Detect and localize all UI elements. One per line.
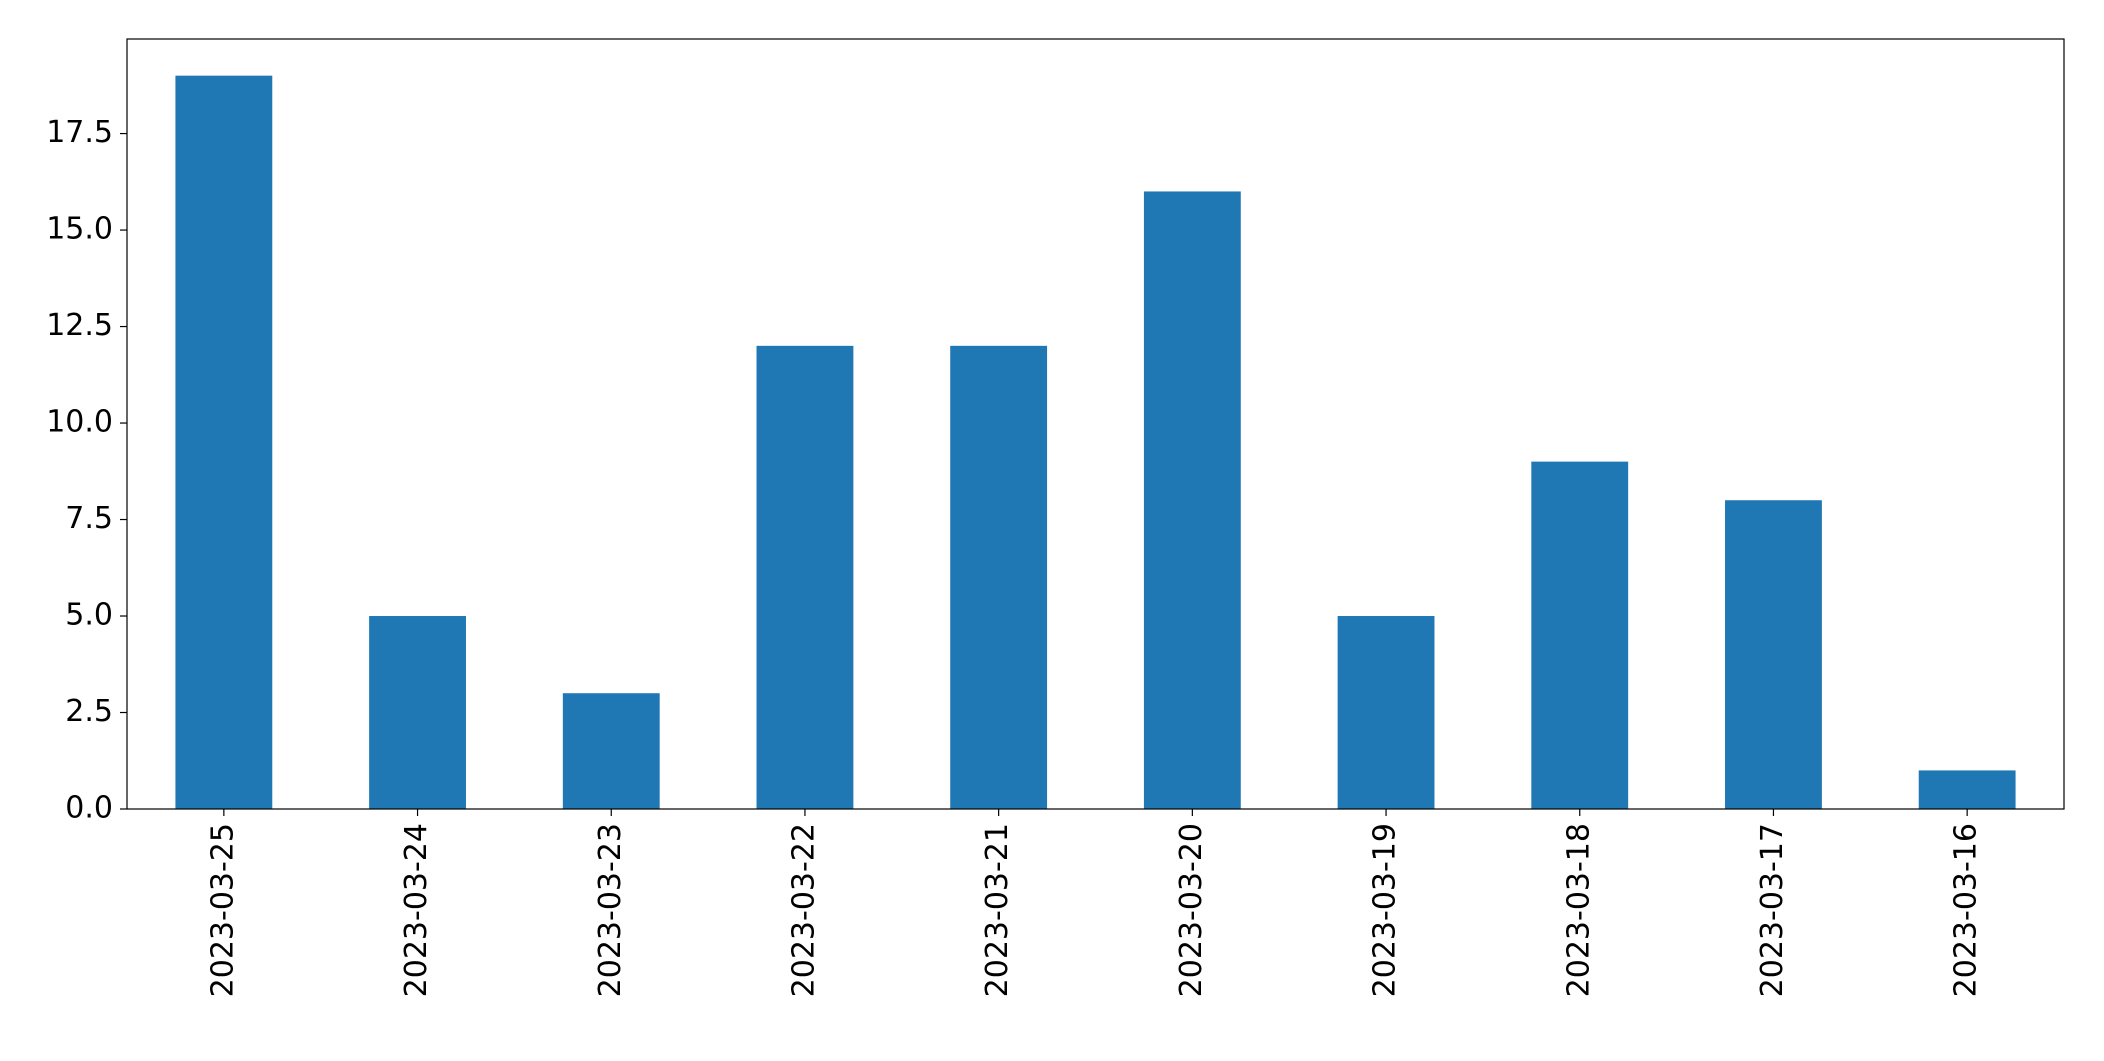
bar [369,616,466,809]
x-tick-label: 2023-03-23 [593,823,628,997]
x-tick-label: 2023-03-16 [1949,823,1984,997]
y-tick-label: 10.0 [46,405,113,440]
bar [756,345,854,809]
bar [1918,770,2016,809]
y-tick-label: 15.0 [46,212,113,247]
x-tick-label: 2023-03-19 [1368,823,1403,997]
bar [1531,461,1629,809]
y-tick-label: 5.0 [65,598,113,633]
x-tick-label: 2023-03-22 [786,823,821,997]
y-tick-label: 17.5 [46,115,113,150]
y-tick-label: 12.5 [46,308,113,343]
x-tick-label: 2023-03-17 [1755,823,1790,997]
bar [1337,616,1435,809]
plot-frame [126,38,2065,810]
x-tick-label: 2023-03-24 [399,823,434,997]
y-tick-label: 2.5 [65,694,113,729]
y-tick-label: 0.0 [65,791,113,826]
x-tick-label: 2023-03-20 [1174,823,1209,997]
x-tick-label: 2023-03-25 [205,823,240,997]
bar [1143,191,1241,809]
x-tick-label: 2023-03-18 [1561,823,1596,997]
bar [175,75,273,809]
bar [1725,500,1822,809]
x-tick-label: 2023-03-21 [980,823,1015,997]
y-tick-label: 7.5 [65,501,113,536]
bar [562,693,660,809]
bar [950,345,1048,809]
